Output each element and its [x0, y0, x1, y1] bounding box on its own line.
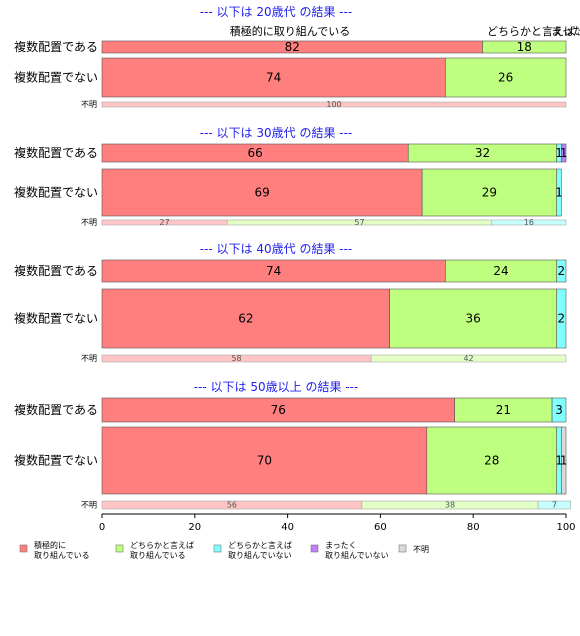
- x-tick-label: 80: [467, 522, 480, 533]
- panel-title: --- 以下は 30歳代 の結果 ---: [200, 126, 353, 140]
- bar-segment: [101, 168, 423, 217]
- data-label: 76: [271, 403, 286, 417]
- bar-segment: [445, 57, 567, 98]
- bar-segment: [491, 219, 567, 226]
- panel-title: --- 以下は 40歳代 の結果 ---: [200, 242, 353, 256]
- bar-segment: [101, 426, 428, 495]
- category-label: 不明: [81, 218, 97, 227]
- category-label: 複数配置でない: [14, 311, 98, 326]
- data-label: 57: [354, 218, 364, 227]
- data-label: 2: [558, 312, 566, 326]
- data-label: 36: [466, 312, 481, 326]
- legend-label: 取り組んでいる: [34, 550, 90, 560]
- bar-segment: [101, 101, 567, 108]
- legend-swatch: [398, 544, 407, 553]
- bar-segment: [556, 288, 567, 349]
- x-tick-label: 60: [374, 522, 387, 533]
- data-label: 58: [231, 354, 241, 363]
- legend-swatch: [19, 544, 28, 553]
- data-label: 3: [555, 403, 563, 417]
- panel-title: --- 以下は 20歳代 の結果 ---: [200, 5, 353, 19]
- bar-segment: [556, 259, 567, 283]
- data-label: 1: [555, 454, 563, 468]
- data-label: 1: [555, 146, 563, 160]
- bar-segment: [551, 397, 567, 423]
- category-label: 不明: [81, 354, 97, 363]
- bar-segment: [556, 168, 562, 217]
- data-label: 18: [517, 40, 532, 54]
- data-label: 24: [493, 264, 508, 278]
- data-label: 42: [463, 354, 473, 363]
- x-tick-label: 100: [556, 522, 575, 533]
- bar-segment: [454, 397, 553, 423]
- bar-segment: [561, 143, 567, 163]
- data-label: 62: [238, 312, 253, 326]
- legend-label: 不明: [413, 545, 429, 554]
- x-tick-label: 0: [99, 522, 105, 533]
- category-label: 複数配置である: [14, 145, 98, 160]
- bar-segment: [101, 397, 455, 423]
- header-label-2: どちらかと言えば…: [487, 25, 580, 38]
- bar-segment: [561, 426, 567, 495]
- bar-segment: [426, 426, 558, 495]
- category-label: 複数配置である: [14, 402, 98, 417]
- category-label: 複数配置でない: [14, 185, 98, 200]
- legend-label: どちらかと言えば: [130, 540, 194, 550]
- data-label: 2: [558, 264, 566, 278]
- category-label: 不明: [81, 501, 97, 510]
- data-label: 82: [285, 40, 300, 54]
- legend-swatch: [115, 544, 124, 553]
- data-label: 70: [257, 454, 272, 468]
- data-label: 100: [326, 100, 341, 109]
- header-label-1: 積極的に取り組んでいる: [230, 24, 350, 38]
- x-tick-label: 40: [281, 522, 294, 533]
- data-label: 38: [445, 501, 455, 510]
- bar-segment: [101, 288, 390, 349]
- bar-segment: [482, 40, 567, 54]
- bar-segment: [389, 288, 558, 349]
- data-label: 21: [496, 403, 511, 417]
- data-label: 1: [560, 146, 568, 160]
- data-label: 74: [266, 71, 281, 85]
- legend-label: 取り組んでいない: [325, 550, 389, 560]
- bar-segment: [421, 168, 558, 217]
- data-label: 66: [247, 146, 262, 160]
- data-label: 56: [227, 501, 237, 510]
- legend-label: 積極的に: [34, 540, 66, 550]
- data-label: 32: [475, 146, 490, 160]
- data-label: 1: [560, 454, 568, 468]
- data-label: 28: [484, 454, 499, 468]
- legend-label: まったく: [325, 541, 357, 550]
- legend-swatch: [213, 544, 222, 553]
- category-label: 複数配置でない: [14, 453, 98, 468]
- data-label: 1: [555, 186, 563, 200]
- header-label-3: まったく…: [551, 25, 580, 38]
- x-tick-label: 20: [188, 522, 201, 533]
- data-label: 26: [498, 71, 513, 85]
- category-label: 複数配置である: [14, 39, 98, 54]
- category-label: 複数配置である: [14, 263, 98, 278]
- legend-label: 取り組んでいない: [228, 550, 292, 560]
- data-label: 16: [524, 218, 534, 227]
- bar-segment: [537, 500, 571, 510]
- category-label: 複数配置でない: [14, 70, 98, 85]
- legend-swatch: [310, 544, 319, 553]
- data-label: 69: [254, 186, 269, 200]
- data-label: 27: [160, 218, 170, 227]
- data-label: 74: [266, 264, 281, 278]
- data-label: 29: [482, 186, 497, 200]
- legend-label: 取り組んでいる: [130, 550, 186, 560]
- category-label: 不明: [81, 100, 97, 109]
- legend-label: どちらかと言えば: [228, 540, 292, 550]
- data-label: 7: [552, 501, 557, 510]
- bar-segment: [370, 354, 567, 363]
- panel-title: --- 以下は 50歳以上 の結果 ---: [194, 380, 359, 394]
